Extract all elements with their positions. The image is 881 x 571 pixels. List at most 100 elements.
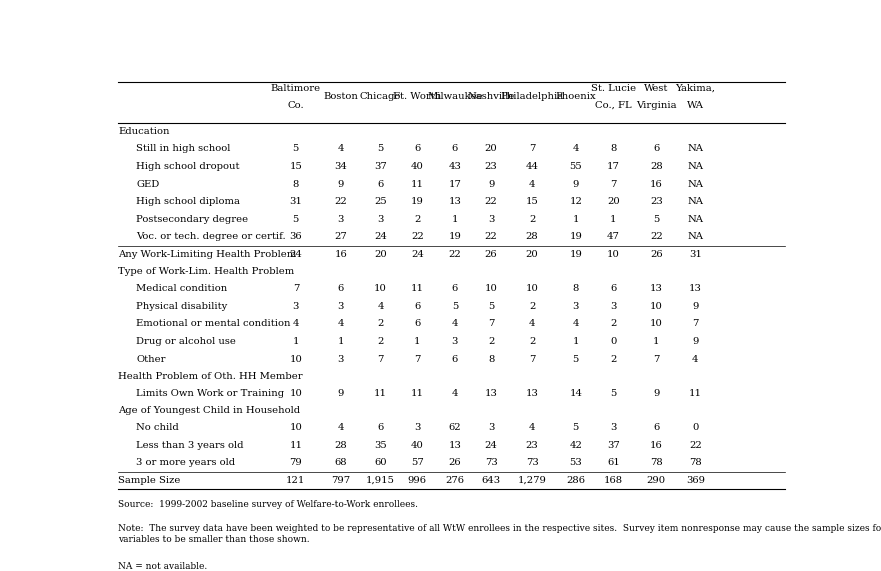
Text: WA: WA bbox=[687, 100, 704, 110]
Text: 19: 19 bbox=[569, 250, 582, 259]
Text: 5: 5 bbox=[452, 302, 458, 311]
Text: 1: 1 bbox=[292, 337, 299, 346]
Text: 6: 6 bbox=[414, 302, 420, 311]
Text: 5: 5 bbox=[292, 215, 299, 224]
Text: 62: 62 bbox=[448, 423, 462, 432]
Text: 4: 4 bbox=[377, 302, 384, 311]
Text: 31: 31 bbox=[289, 197, 302, 206]
Text: 17: 17 bbox=[448, 180, 462, 188]
Text: 6: 6 bbox=[377, 423, 383, 432]
Text: 24: 24 bbox=[485, 441, 498, 450]
Text: 10: 10 bbox=[526, 284, 538, 293]
Text: 19: 19 bbox=[569, 232, 582, 242]
Text: 7: 7 bbox=[529, 144, 536, 154]
Text: 276: 276 bbox=[446, 476, 464, 485]
Text: Milwaukee: Milwaukee bbox=[427, 93, 483, 101]
Text: 13: 13 bbox=[526, 389, 538, 398]
Text: 4: 4 bbox=[292, 319, 299, 328]
Text: 6: 6 bbox=[377, 180, 383, 188]
Text: 2: 2 bbox=[414, 215, 420, 224]
Text: 36: 36 bbox=[290, 232, 302, 242]
Text: 3: 3 bbox=[337, 215, 344, 224]
Text: Baltimore: Baltimore bbox=[270, 84, 321, 93]
Text: 1,915: 1,915 bbox=[366, 476, 395, 485]
Text: 7: 7 bbox=[692, 319, 699, 328]
Text: 40: 40 bbox=[411, 441, 424, 450]
Text: 61: 61 bbox=[607, 459, 619, 468]
Text: 78: 78 bbox=[689, 459, 701, 468]
Text: 10: 10 bbox=[650, 319, 663, 328]
Text: 13: 13 bbox=[448, 197, 462, 206]
Text: 20: 20 bbox=[374, 250, 387, 259]
Text: Source:  1999-2002 baseline survey of Welfare-to-Work enrollees.: Source: 1999-2002 baseline survey of Wel… bbox=[118, 500, 418, 509]
Text: St. Lucie: St. Lucie bbox=[591, 84, 636, 93]
Text: GED: GED bbox=[136, 180, 159, 188]
Text: High school diploma: High school diploma bbox=[136, 197, 240, 206]
Text: 11: 11 bbox=[374, 389, 387, 398]
Text: 20: 20 bbox=[485, 144, 498, 154]
Text: 26: 26 bbox=[448, 459, 462, 468]
Text: Drug or alcohol use: Drug or alcohol use bbox=[136, 337, 236, 346]
Text: Other: Other bbox=[136, 355, 166, 364]
Text: 4: 4 bbox=[529, 319, 536, 328]
Text: 1,279: 1,279 bbox=[518, 476, 546, 485]
Text: 11: 11 bbox=[411, 389, 424, 398]
Text: 13: 13 bbox=[689, 284, 701, 293]
Text: 73: 73 bbox=[485, 459, 498, 468]
Text: 26: 26 bbox=[485, 250, 498, 259]
Text: Emotional or mental condition: Emotional or mental condition bbox=[136, 319, 291, 328]
Text: 17: 17 bbox=[607, 162, 619, 171]
Text: 27: 27 bbox=[335, 232, 347, 242]
Text: 643: 643 bbox=[482, 476, 500, 485]
Text: 24: 24 bbox=[289, 250, 302, 259]
Text: Philadelphia: Philadelphia bbox=[500, 93, 564, 101]
Text: 44: 44 bbox=[526, 162, 538, 171]
Text: 8: 8 bbox=[573, 284, 579, 293]
Text: 369: 369 bbox=[685, 476, 705, 485]
Text: 10: 10 bbox=[650, 302, 663, 311]
Text: NA: NA bbox=[687, 232, 703, 242]
Text: 11: 11 bbox=[411, 180, 424, 188]
Text: Type of Work-Lim. Health Problem: Type of Work-Lim. Health Problem bbox=[118, 267, 294, 276]
Text: 286: 286 bbox=[566, 476, 585, 485]
Text: Physical disability: Physical disability bbox=[136, 302, 227, 311]
Text: 8: 8 bbox=[292, 180, 299, 188]
Text: 55: 55 bbox=[569, 162, 582, 171]
Text: NA: NA bbox=[687, 197, 703, 206]
Text: 7: 7 bbox=[529, 355, 536, 364]
Text: 1: 1 bbox=[653, 337, 660, 346]
Text: 28: 28 bbox=[650, 162, 663, 171]
Text: 4: 4 bbox=[452, 319, 458, 328]
Text: Less than 3 years old: Less than 3 years old bbox=[136, 441, 243, 450]
Text: 2: 2 bbox=[529, 337, 536, 346]
Text: Virginia: Virginia bbox=[636, 100, 677, 110]
Text: 22: 22 bbox=[689, 441, 701, 450]
Text: Sample Size: Sample Size bbox=[118, 476, 181, 485]
Text: Medical condition: Medical condition bbox=[136, 284, 227, 293]
Text: 5: 5 bbox=[653, 215, 660, 224]
Text: 24: 24 bbox=[374, 232, 387, 242]
Text: 5: 5 bbox=[573, 423, 579, 432]
Text: 9: 9 bbox=[488, 180, 494, 188]
Text: 3: 3 bbox=[611, 302, 617, 311]
Text: 13: 13 bbox=[448, 441, 462, 450]
Text: 3: 3 bbox=[337, 302, 344, 311]
Text: 11: 11 bbox=[689, 389, 702, 398]
Text: Chicago: Chicago bbox=[359, 93, 401, 101]
Text: 57: 57 bbox=[411, 459, 424, 468]
Text: Postsecondary degree: Postsecondary degree bbox=[136, 215, 248, 224]
Text: 7: 7 bbox=[488, 319, 494, 328]
Text: 37: 37 bbox=[374, 162, 387, 171]
Text: 23: 23 bbox=[485, 162, 498, 171]
Text: 6: 6 bbox=[611, 284, 617, 293]
Text: 1: 1 bbox=[414, 337, 420, 346]
Text: 4: 4 bbox=[529, 423, 536, 432]
Text: 6: 6 bbox=[337, 284, 344, 293]
Text: 4: 4 bbox=[337, 423, 344, 432]
Text: 20: 20 bbox=[526, 250, 538, 259]
Text: 19: 19 bbox=[411, 197, 424, 206]
Text: 40: 40 bbox=[411, 162, 424, 171]
Text: Any Work-Limiting Health Problem: Any Work-Limiting Health Problem bbox=[118, 250, 297, 259]
Text: 3: 3 bbox=[414, 423, 420, 432]
Text: Co.: Co. bbox=[287, 100, 304, 110]
